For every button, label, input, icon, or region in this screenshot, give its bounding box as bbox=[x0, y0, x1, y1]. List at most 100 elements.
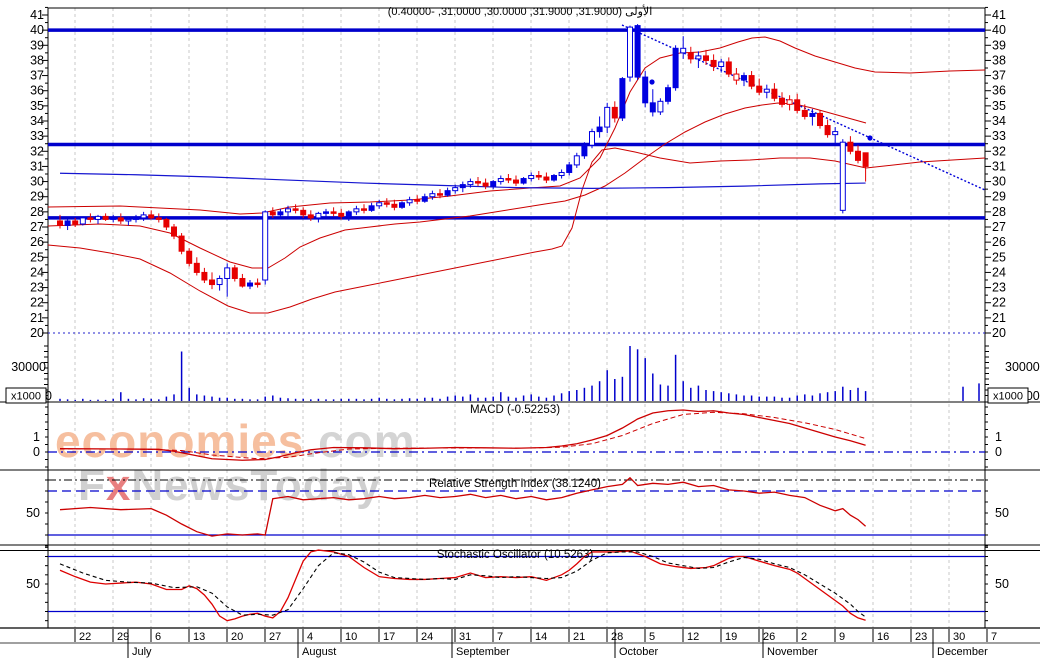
candle-body bbox=[657, 100, 664, 113]
candle-body bbox=[748, 75, 755, 87]
day-label: 24 bbox=[421, 631, 433, 643]
price-label-left: 36 bbox=[30, 84, 44, 98]
candle-body bbox=[703, 55, 709, 61]
volume-label-right: 30000 bbox=[1005, 360, 1040, 374]
candle-body bbox=[581, 144, 588, 157]
candle-body bbox=[216, 277, 223, 286]
price-label-left: 25 bbox=[30, 250, 44, 264]
price-label-right: 31 bbox=[992, 159, 1006, 173]
day-label: 19 bbox=[725, 631, 737, 643]
price-label-right: 25 bbox=[992, 250, 1006, 264]
candle-body bbox=[140, 214, 147, 219]
candle-body bbox=[627, 26, 633, 78]
price-label-right: 27 bbox=[992, 220, 1006, 234]
candle-body bbox=[779, 97, 785, 105]
price-label-right: 34 bbox=[992, 114, 1006, 128]
candle-body bbox=[543, 176, 550, 181]
candle-body bbox=[832, 131, 839, 136]
candle-body bbox=[429, 193, 436, 198]
candle-body bbox=[361, 208, 367, 211]
price-label-right: 30 bbox=[992, 175, 1006, 189]
candle-body bbox=[254, 282, 261, 286]
x1000-box bbox=[5, 387, 47, 404]
price-label-left: 21 bbox=[30, 311, 44, 325]
x1000-label: x1000 bbox=[993, 391, 1023, 403]
candle-body bbox=[725, 61, 732, 75]
chart-title: الأولى (31.9000, 31.9000, 30.0000, 31.00… bbox=[388, 4, 653, 18]
red-band-lower bbox=[47, 147, 986, 314]
candle-body bbox=[57, 220, 63, 226]
candle-body bbox=[201, 271, 208, 281]
candle-body bbox=[133, 217, 139, 220]
day-label: 23 bbox=[915, 631, 927, 643]
stoch-panel-label: Stochastic Oscillator (10.5263) bbox=[437, 549, 594, 561]
day-label: 4 bbox=[307, 631, 313, 643]
candle-body bbox=[589, 131, 595, 146]
candle-body bbox=[733, 73, 740, 81]
candle-body bbox=[338, 212, 345, 217]
trendline-marker-dot bbox=[649, 79, 655, 85]
price-label-right: 29 bbox=[992, 190, 1006, 204]
candle-body bbox=[391, 203, 398, 208]
plot-layer bbox=[0, 6, 1040, 658]
macd-signal-line bbox=[60, 411, 866, 460]
candle-body bbox=[186, 250, 193, 264]
rsi-panel-label: Relative Strength Index (38.1240) bbox=[429, 478, 601, 490]
day-label: 27 bbox=[269, 631, 281, 643]
candle-body bbox=[847, 141, 854, 152]
candle-body bbox=[376, 202, 383, 207]
candle-body bbox=[330, 211, 337, 214]
candle-body bbox=[634, 25, 641, 78]
price-label-right: 38 bbox=[992, 53, 1006, 67]
candle-body bbox=[490, 181, 497, 187]
month-label: December bbox=[937, 646, 988, 658]
candle-body bbox=[406, 199, 413, 204]
price-label-right: 28 bbox=[992, 205, 1006, 219]
price-label-left: 24 bbox=[30, 265, 44, 279]
month-label: November bbox=[767, 646, 818, 658]
stoch-k-line bbox=[59, 549, 866, 622]
month-label: August bbox=[302, 646, 336, 658]
candle-body bbox=[277, 211, 284, 216]
rsi-label-right: 50 bbox=[995, 506, 1009, 520]
price-label-left: 30 bbox=[30, 175, 44, 189]
price-label-left: 32 bbox=[30, 144, 44, 158]
price-label-right: 35 bbox=[992, 99, 1006, 113]
price-label-left: 40 bbox=[30, 23, 44, 37]
price-label-left: 23 bbox=[30, 281, 44, 295]
candle-body bbox=[817, 112, 823, 127]
candle-body bbox=[300, 209, 307, 216]
candle-body bbox=[444, 190, 451, 196]
price-label-left: 34 bbox=[30, 114, 44, 128]
candle-body bbox=[672, 47, 679, 89]
candle-body bbox=[148, 214, 155, 219]
price-label-left: 41 bbox=[30, 8, 44, 22]
downtrend-line bbox=[621, 24, 986, 191]
candle-body bbox=[368, 205, 375, 211]
stoch-label-right: 50 bbox=[995, 577, 1009, 591]
day-label: 7 bbox=[991, 631, 997, 643]
candle-body bbox=[566, 164, 573, 173]
rsi-line bbox=[59, 476, 867, 537]
month-label: October bbox=[619, 646, 658, 658]
candle-body bbox=[345, 211, 352, 217]
candle-body bbox=[224, 267, 231, 279]
candle-body bbox=[528, 175, 535, 180]
trendline-marker-dot bbox=[867, 135, 873, 141]
candle-body bbox=[459, 184, 466, 189]
macd-line bbox=[59, 409, 866, 461]
candle-body bbox=[171, 226, 177, 237]
candle-body bbox=[794, 99, 801, 111]
candle-body bbox=[87, 217, 94, 220]
candle-body bbox=[467, 181, 474, 186]
macd-label-left: 0 bbox=[33, 445, 40, 459]
day-label: 26 bbox=[763, 631, 775, 643]
price-label-right: 26 bbox=[992, 235, 1006, 249]
candle-body bbox=[505, 178, 512, 181]
price-label-left: 22 bbox=[30, 296, 44, 310]
price-label-left: 29 bbox=[30, 190, 44, 204]
candle-body bbox=[239, 277, 246, 287]
